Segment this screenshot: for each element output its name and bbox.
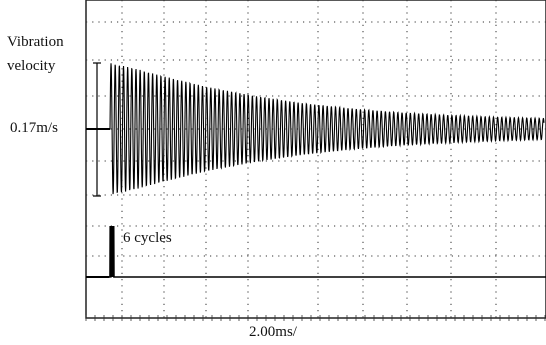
burst-cycles-annotation: 6 cycles: [123, 230, 172, 246]
lower-trace-excitation-burst: [86, 225, 546, 278]
y-axis-label-line2: velocity: [7, 58, 56, 74]
plot-frame: [85, 0, 546, 319]
upper-trace-decaying-oscillation: [86, 63, 545, 195]
y-axis-label: Vibration: [7, 34, 64, 50]
timebase-label: 2.00ms/: [249, 324, 297, 340]
amplitude-marker: [86, 62, 110, 278]
amplitude-scale-label: 0.17m/s: [10, 120, 58, 136]
center-axis-ticks: [85, 315, 546, 321]
